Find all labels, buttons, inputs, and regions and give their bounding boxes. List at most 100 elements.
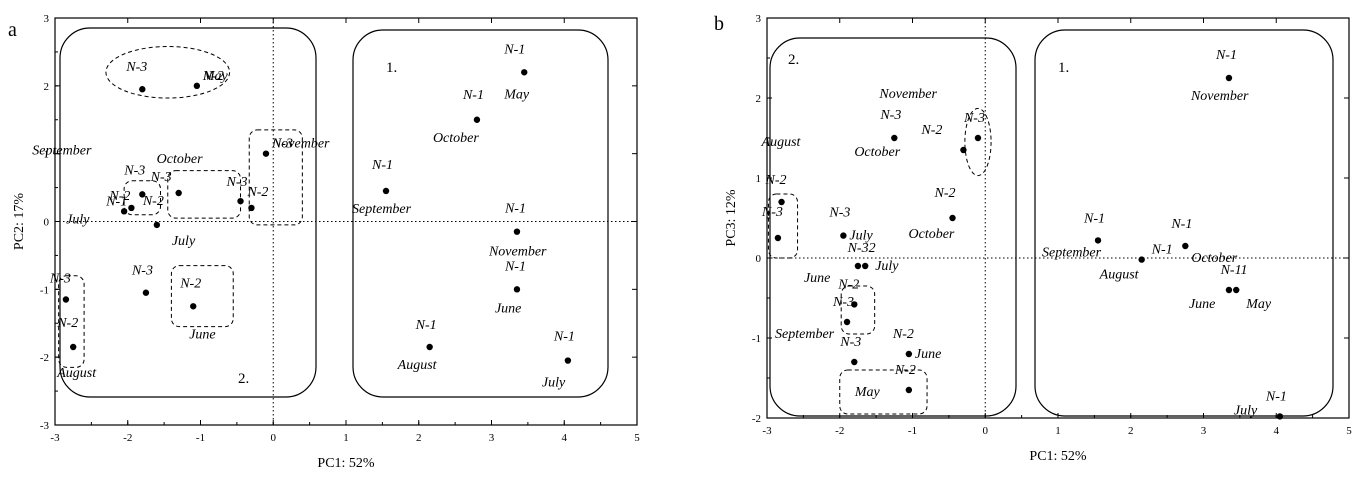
point-label: N-1 xyxy=(553,330,575,345)
point-label: N-2 xyxy=(894,363,916,378)
y-tick-label: 1 xyxy=(44,149,50,161)
point-label: May xyxy=(854,385,881,400)
data-point xyxy=(774,234,782,242)
data-point xyxy=(426,343,433,351)
data-point xyxy=(473,116,481,123)
point-label: N-11 xyxy=(1220,263,1248,278)
point-label: June xyxy=(189,327,215,342)
x-tick-label: 3 xyxy=(489,432,495,444)
point-label: November xyxy=(488,245,547,260)
data-point xyxy=(139,191,146,198)
plot-frame xyxy=(54,17,638,426)
data-point xyxy=(175,189,182,197)
point-label: N-3 xyxy=(761,205,783,220)
point-label: November xyxy=(878,87,937,102)
point-label: October xyxy=(909,227,955,242)
x-tick-label: 2 xyxy=(1128,425,1134,437)
point-label: N-3 xyxy=(131,264,153,279)
point-label: October xyxy=(433,131,479,146)
data-point xyxy=(120,208,128,215)
point-label: August xyxy=(1099,268,1140,283)
data-point xyxy=(862,262,869,270)
data-point xyxy=(69,343,77,351)
data-point xyxy=(193,82,201,90)
point-label: October xyxy=(1191,251,1237,266)
data-point xyxy=(960,146,967,154)
x-tick-label: 4 xyxy=(1274,425,1280,437)
point-label: May xyxy=(1245,297,1272,312)
point-label: N-3 xyxy=(963,111,985,126)
y-tick-label: -2 xyxy=(752,413,761,425)
cluster-box xyxy=(58,275,85,368)
y-axis-label: PC3: 12% xyxy=(724,189,739,247)
x-tick-label: 1 xyxy=(343,432,349,444)
group-label: 2. xyxy=(238,371,249,387)
point-label: N-1 xyxy=(1265,389,1287,404)
point-label: N-2 xyxy=(246,185,268,200)
point-label: N-3 xyxy=(49,272,71,287)
point-label: N-1 xyxy=(371,158,393,173)
y-tick-label: 3 xyxy=(756,13,762,25)
data-point xyxy=(949,214,956,222)
point-label: June xyxy=(495,301,521,316)
y-tick-label: 2 xyxy=(44,81,50,93)
group-boundary xyxy=(352,29,609,398)
panel-a: a -3 -2 -1 0 1 2 3 4 5 -3 -2 -1 0 1 2 3 PC1: 52% PC2: 17% 1… xyxy=(8,13,640,471)
point-label: N-1 xyxy=(462,88,484,103)
y-axis-label: PC2: 17% xyxy=(12,193,27,251)
x-tick-label: 2 xyxy=(416,432,422,444)
cluster-box xyxy=(840,285,876,335)
cluster-ellipse xyxy=(105,45,231,99)
data-point xyxy=(262,150,270,157)
point-label: November xyxy=(1190,89,1249,104)
point-label: N-2 xyxy=(108,189,130,204)
point-label: N-3 xyxy=(839,335,861,350)
point-label: N-2 xyxy=(934,186,956,201)
point-label: N-3 xyxy=(879,108,901,123)
data-point xyxy=(1138,256,1145,263)
point-label: N-3 xyxy=(832,295,854,310)
y-tick-label: 0 xyxy=(756,253,762,265)
point-label: August xyxy=(56,366,97,381)
data-point xyxy=(854,262,862,270)
point-label: October xyxy=(854,145,900,160)
x-tick-label: 5 xyxy=(1346,425,1352,437)
point-label: N-3 xyxy=(125,60,147,75)
group-label: 1. xyxy=(1058,60,1069,76)
point-label: N-3 xyxy=(226,175,248,190)
y-tick-label: -1 xyxy=(752,333,761,345)
x-tick-label: -1 xyxy=(908,425,917,437)
point-label: June xyxy=(915,347,941,362)
point-label: N-1 xyxy=(415,318,437,333)
cluster-box xyxy=(123,180,161,216)
point-label: November xyxy=(271,137,330,152)
point-label: N-2 xyxy=(202,69,224,84)
point-label: September xyxy=(32,143,92,158)
data-point xyxy=(905,386,913,394)
point-label: June xyxy=(1189,297,1215,312)
cluster-box xyxy=(839,369,928,415)
data-point xyxy=(139,86,146,93)
y-tick-label: 3 xyxy=(44,13,50,25)
panel-letter: b xyxy=(714,13,724,35)
data-point xyxy=(851,358,858,366)
x-tick-label: 0 xyxy=(983,425,989,437)
x-tick-label: -3 xyxy=(50,432,60,444)
point-label: N-1 xyxy=(504,259,526,274)
data-point xyxy=(62,296,70,303)
data-point xyxy=(190,303,197,310)
group-boundary xyxy=(769,37,1017,417)
data-point xyxy=(382,187,390,195)
data-point xyxy=(237,197,244,205)
point-label: July xyxy=(849,229,873,244)
x-tick-label: 4 xyxy=(562,432,568,444)
point-label: N-2 xyxy=(765,173,787,188)
point-label: N-3 xyxy=(150,170,172,185)
x-axis-label: PC1: 52% xyxy=(1029,449,1087,464)
point-label: N-1 xyxy=(1170,217,1192,232)
data-point xyxy=(128,204,135,212)
cluster-box xyxy=(767,193,799,259)
point-label: N-1 xyxy=(503,42,525,57)
